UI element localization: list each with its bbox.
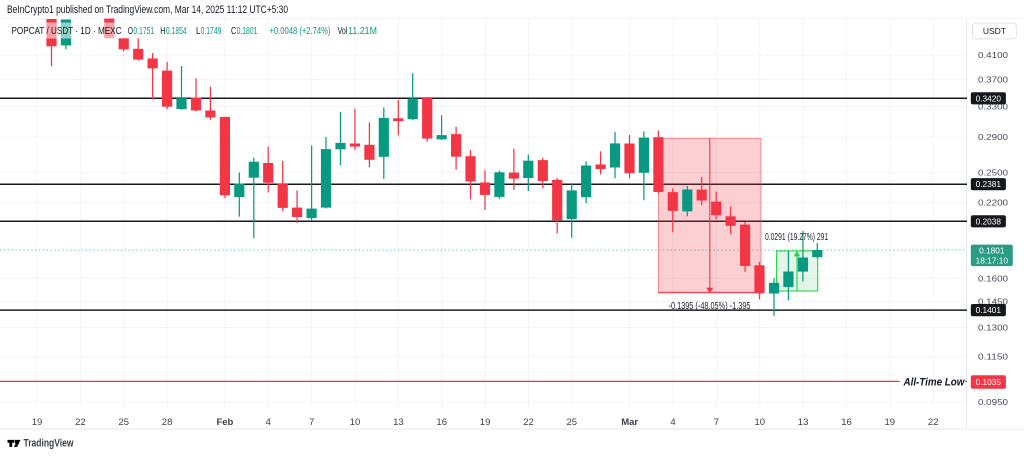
svg-text:0.1751: 0.1751 (133, 25, 154, 37)
svg-text:25: 25 (567, 417, 578, 428)
svg-text:13: 13 (798, 417, 809, 428)
svg-text:Mar: Mar (621, 417, 638, 428)
svg-text:19: 19 (32, 417, 43, 428)
svg-text:0.2500: 0.2500 (978, 167, 1008, 177)
svg-text:POPCAT / USDT · 1D · MEXC: POPCAT / USDT · 1D · MEXC (12, 25, 122, 37)
svg-text:0.1749: 0.1749 (201, 25, 222, 37)
svg-text:0.0291 (19.27%) 291: 0.0291 (19.27%) 291 (765, 232, 828, 243)
svg-text:0.2900: 0.2900 (978, 132, 1008, 142)
svg-text:0.0950: 0.0950 (978, 397, 1008, 407)
svg-text:28: 28 (162, 417, 173, 428)
svg-text:0.1035: 0.1035 (976, 377, 1002, 387)
svg-text:25: 25 (118, 417, 129, 428)
svg-text:All-Time Low: All-Time Low (903, 376, 966, 388)
svg-text:22: 22 (928, 417, 939, 428)
svg-text:19: 19 (480, 417, 491, 428)
svg-text:USDT: USDT (983, 26, 1006, 36)
svg-text:22: 22 (523, 417, 534, 428)
svg-text:7: 7 (714, 417, 719, 428)
svg-text:0.1450: 0.1450 (978, 297, 1008, 307)
svg-text:BeInCrypto1 published on Tradi: BeInCrypto1 published on TradingView.com… (7, 4, 288, 16)
svg-text:L: L (196, 25, 201, 37)
svg-text:16: 16 (841, 417, 852, 428)
svg-text:10: 10 (755, 417, 766, 428)
svg-text:10: 10 (350, 417, 361, 428)
svg-text:0.3420: 0.3420 (976, 93, 1002, 103)
svg-text:Vol: Vol (338, 25, 348, 37)
svg-text:0.1401: 0.1401 (976, 305, 1002, 315)
svg-text:11.21M: 11.21M (348, 25, 377, 37)
svg-text:0.1854: 0.1854 (166, 25, 187, 37)
svg-text:0.3700: 0.3700 (978, 74, 1008, 84)
svg-text:0.3300: 0.3300 (978, 102, 1008, 112)
svg-text:22: 22 (75, 417, 86, 428)
svg-text:0.1801: 0.1801 (237, 25, 258, 37)
svg-text:0.1150: 0.1150 (978, 352, 1008, 362)
svg-text:+0.0048 (+2.74%): +0.0048 (+2.74%) (269, 25, 330, 37)
svg-text:-0.1395 (-48.05%) -1.395: -0.1395 (-48.05%) -1.395 (669, 301, 751, 312)
svg-text:0.1300: 0.1300 (978, 323, 1008, 333)
svg-text:4: 4 (266, 417, 271, 428)
svg-text:0.4100: 0.4100 (978, 50, 1008, 60)
svg-text:0.2200: 0.2200 (978, 198, 1008, 208)
svg-text:18:17:10: 18:17:10 (976, 255, 1009, 265)
svg-text:0.1801: 0.1801 (979, 246, 1005, 256)
svg-text:16: 16 (436, 417, 447, 428)
svg-text:4: 4 (670, 417, 675, 428)
svg-text:C: C (231, 25, 236, 37)
svg-text:TradingView: TradingView (24, 438, 74, 450)
svg-text:Feb: Feb (216, 417, 233, 428)
svg-text:H: H (160, 25, 165, 37)
svg-text:7: 7 (309, 417, 314, 428)
svg-text:0.2038: 0.2038 (976, 216, 1002, 226)
svg-text:13: 13 (393, 417, 404, 428)
svg-text:0.2381: 0.2381 (976, 179, 1002, 189)
svg-text:0.1600: 0.1600 (978, 273, 1008, 283)
svg-text:19: 19 (885, 417, 896, 428)
svg-text:O: O (128, 25, 133, 37)
